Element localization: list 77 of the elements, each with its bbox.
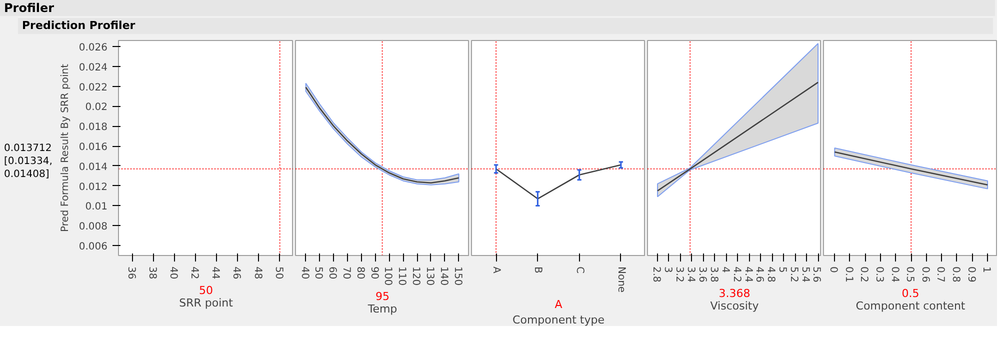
x-tick-label: 0 <box>828 266 839 273</box>
x-tick-label: 3.4 <box>684 266 696 282</box>
x-tick-label: 0.7 <box>934 266 946 282</box>
x-tick-label: 4.4 <box>742 266 754 282</box>
x-tick-label: 80 <box>354 266 366 280</box>
x-tick-label: 2.8 <box>650 266 662 282</box>
x-tick-label: A <box>490 266 502 274</box>
x-tick-label: 44 <box>210 266 221 280</box>
x-tick-label: 40 <box>298 266 310 280</box>
y-tick-label: 0.014 <box>78 162 108 173</box>
text: 0.01408] <box>4 169 50 180</box>
x-tick-label: 3 <box>662 266 673 273</box>
x-tick-label: 4 <box>719 266 730 273</box>
x-tick-label: 5.2 <box>788 266 800 282</box>
x-tick-label: 0.3 <box>874 266 885 282</box>
x-tick-label: 50 <box>272 266 284 280</box>
x-tick-label: 4.8 <box>765 266 776 282</box>
x-tick-label: 0.9 <box>965 266 976 282</box>
text: A <box>554 298 563 311</box>
x-axis-title: Component type <box>512 314 605 326</box>
x-tick-label: 3.2 <box>673 266 684 282</box>
chart-subtitle: Prediction Profiler <box>22 18 136 34</box>
y-tick-label: 0.024 <box>78 62 108 74</box>
y-axis-title: Pred Formula Result By SRR point <box>60 64 71 232</box>
x-tick-label: 46 <box>230 266 242 280</box>
text: 3.368 <box>718 287 750 300</box>
x-tick-label: 4.6 <box>754 266 765 282</box>
x-tick-label: 140 <box>438 266 449 286</box>
x-tick-label: 5 <box>776 266 788 273</box>
x-tick-label: None <box>615 266 626 293</box>
x-tick-label: 42 <box>188 266 200 280</box>
x-tick-label: 110 <box>396 266 408 286</box>
x-tick-label: 38 <box>146 266 158 280</box>
y-tick-label: 0.02 <box>85 102 108 114</box>
x-tick-label: 100 <box>382 266 394 286</box>
x-tick-label: 0.8 <box>950 266 961 282</box>
x-tick-label: 0.6 <box>919 266 930 282</box>
text: 95 <box>376 290 390 303</box>
y-tick-label: 0.016 <box>78 142 108 154</box>
x-tick-label: B <box>532 266 544 274</box>
x-tick-label: 70 <box>340 266 352 280</box>
x-tick-label: C <box>574 266 585 274</box>
y-tick-label: 0.008 <box>78 222 108 233</box>
x-tick-label: 1 <box>980 266 992 273</box>
x-tick-label: 90 <box>368 266 380 280</box>
x-tick-label: 40 <box>168 266 179 280</box>
x-tick-label: 3.8 <box>708 266 719 282</box>
y-tick-label: 0.022 <box>78 82 108 94</box>
x-tick-label: 48 <box>252 266 263 280</box>
x-axis-title: Viscosity <box>710 300 760 312</box>
x-tick-label: 50 <box>312 266 324 280</box>
x-axis-title: Component content <box>856 300 966 312</box>
x-tick-label: 0.2 <box>858 266 870 282</box>
x-tick-label: 0.1 <box>842 266 854 282</box>
x-tick-label: 60 <box>326 266 338 280</box>
y-tick-label: 0.006 <box>78 242 108 253</box>
text: 0.013712 <box>4 143 52 154</box>
x-tick-label: 3.6 <box>696 266 708 282</box>
x-tick-label: 4.2 <box>730 266 742 282</box>
x-tick-label: 150 <box>452 266 463 286</box>
x-axis-title: SRR point <box>179 296 234 310</box>
x-tick-label: 5.6 <box>810 266 822 282</box>
x-tick-label: 120 <box>410 266 422 286</box>
x-tick-label: 130 <box>424 266 435 286</box>
text: 50 <box>199 284 213 297</box>
y-tick-label: 0.026 <box>78 42 108 54</box>
text: [0.01334, <box>4 156 52 167</box>
x-axis-title: Temp <box>366 302 398 316</box>
x-tick-label: 0.5 <box>904 266 916 282</box>
x-tick-label: 5.4 <box>800 266 811 282</box>
y-tick-label: 0.012 <box>78 182 108 193</box>
y-tick-label: 0.01 <box>85 202 108 213</box>
x-tick-label: 0.4 <box>888 266 900 282</box>
text: 0.5 <box>902 287 920 300</box>
x-tick-label: 36 <box>125 266 136 280</box>
chart-title: Profiler <box>4 0 54 16</box>
y-tick-label: 0.018 <box>78 122 108 134</box>
